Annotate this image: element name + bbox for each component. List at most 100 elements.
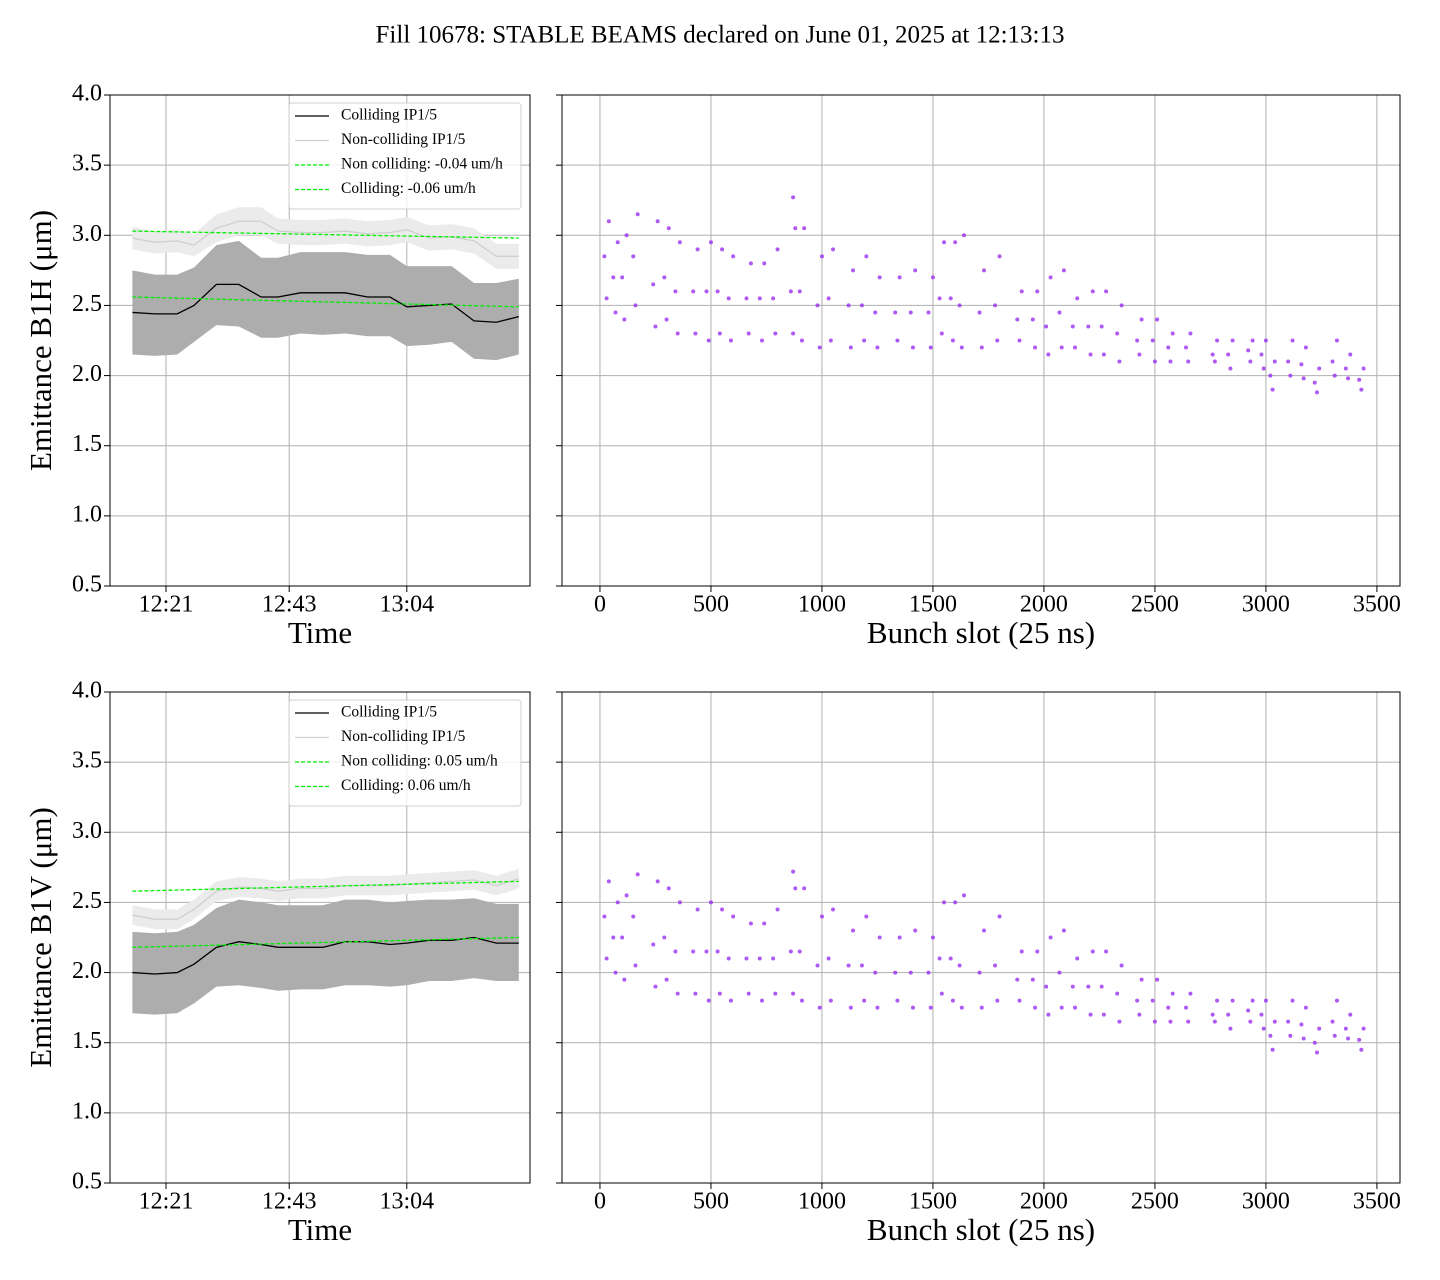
scatter-point — [851, 928, 856, 933]
scatter-point — [793, 886, 798, 891]
scatter-point — [831, 247, 836, 252]
y-tick-label: 3.5 — [72, 151, 102, 177]
scatter-point — [828, 338, 833, 343]
fit-line — [132, 880, 519, 892]
scatter-point — [937, 296, 942, 301]
scatter-point — [1361, 366, 1366, 371]
scatter-point — [631, 914, 636, 919]
scatter-point — [1135, 998, 1140, 1003]
x-axis-label: Bunch slot (25 ns) — [867, 615, 1095, 650]
scatter-point — [791, 869, 796, 874]
axes: 0 500 1000 1500 2000 2500 3000 3500 Bunch slot (… — [556, 94, 1401, 650]
scatter-point — [1019, 289, 1024, 294]
scatter-point — [695, 247, 700, 252]
scatter-point — [673, 289, 678, 294]
scatter-point — [1259, 1012, 1264, 1017]
scatter-point — [1290, 338, 1295, 343]
scatter-point — [930, 275, 935, 280]
y-tick-label: 1.0 — [72, 501, 102, 527]
scatter-point — [1246, 1008, 1251, 1013]
x-tick-label: 2500 — [1131, 1189, 1179, 1215]
scatter-point — [1150, 338, 1155, 343]
scatter-point — [864, 914, 869, 919]
scatter-point — [664, 317, 669, 322]
scatter-point — [1248, 1019, 1253, 1024]
scatter-point — [1137, 1012, 1142, 1017]
scatter-point — [1250, 338, 1255, 343]
scatter-point — [1288, 1033, 1293, 1038]
scatter-point — [1228, 366, 1233, 371]
scatter-point — [691, 289, 696, 294]
scatter-point — [910, 1005, 915, 1010]
axes-frame — [109, 94, 531, 587]
scatter-point — [704, 289, 709, 294]
x-tick-label: 12:43 — [262, 592, 317, 618]
scatter-point — [846, 303, 851, 308]
scatter-point — [1104, 289, 1109, 294]
scatter-point — [1184, 345, 1189, 350]
scatter-point — [771, 296, 776, 301]
y-tick-label: 1.0 — [72, 1098, 102, 1124]
scatter-point — [1268, 1033, 1273, 1038]
legend-label: Non-colliding IP1/5 — [341, 131, 466, 148]
scatter-point — [728, 998, 733, 1003]
scatter-point — [1226, 1012, 1231, 1017]
scatter-point — [1186, 359, 1191, 364]
scatter-point — [1044, 324, 1049, 329]
scatter-point — [677, 900, 682, 905]
scatter-point — [950, 338, 955, 343]
band — [132, 240, 519, 361]
scatter-point — [1101, 1012, 1106, 1017]
scatter-point — [693, 331, 698, 336]
scatter-point — [757, 956, 762, 961]
scatter-point — [1215, 998, 1220, 1003]
scatter-point — [819, 914, 824, 919]
scatter-point — [848, 1005, 853, 1010]
scatter-point — [728, 338, 733, 343]
axes-frame — [109, 691, 531, 1184]
scatter-point — [897, 935, 902, 940]
scatter-point — [1070, 984, 1075, 989]
scatter-point — [977, 970, 982, 975]
scatter-point — [959, 1005, 964, 1010]
scatter-point — [708, 900, 713, 905]
scatter-point — [1017, 998, 1022, 1003]
scatter-point — [1048, 935, 1053, 940]
plot-area — [132, 868, 519, 1015]
x-tick-label: 1500 — [909, 592, 957, 618]
scatter-point — [799, 998, 804, 1003]
scatter-point — [673, 949, 678, 954]
scatter-point — [1286, 1019, 1291, 1024]
scatter-point — [695, 907, 700, 912]
scatter-point — [895, 338, 900, 343]
scatter-point — [706, 998, 711, 1003]
x-tick-label: 13:04 — [379, 1189, 434, 1215]
scatter-point — [1119, 963, 1124, 968]
x-tick-label: 13:04 — [379, 592, 434, 618]
scatter-point — [1033, 1005, 1038, 1010]
scatter-point — [602, 254, 607, 259]
scatter-point — [928, 345, 933, 350]
y-tick-label: 2.5 — [72, 888, 102, 914]
scatter-point — [655, 879, 660, 884]
scatter-point — [1334, 998, 1339, 1003]
scatter-point — [873, 310, 878, 315]
legend-box — [288, 102, 522, 210]
x-tick-label: 12:21 — [139, 1189, 194, 1215]
scatter-point — [862, 338, 867, 343]
scatter-point — [1188, 331, 1193, 336]
scatter-point — [826, 956, 831, 961]
scatter-point — [1259, 352, 1264, 357]
scatter-point — [748, 261, 753, 266]
y-tick-label: 4.0 — [72, 678, 102, 704]
scatter-point — [1250, 998, 1255, 1003]
scatter-point — [981, 268, 986, 273]
scatter-point — [1288, 373, 1293, 378]
scatter-point — [748, 921, 753, 926]
scatter-point — [791, 991, 796, 996]
scatter-point — [720, 907, 725, 912]
scatter-point — [1099, 324, 1104, 329]
scatter-point — [962, 893, 967, 898]
scatter-point — [1086, 984, 1091, 989]
